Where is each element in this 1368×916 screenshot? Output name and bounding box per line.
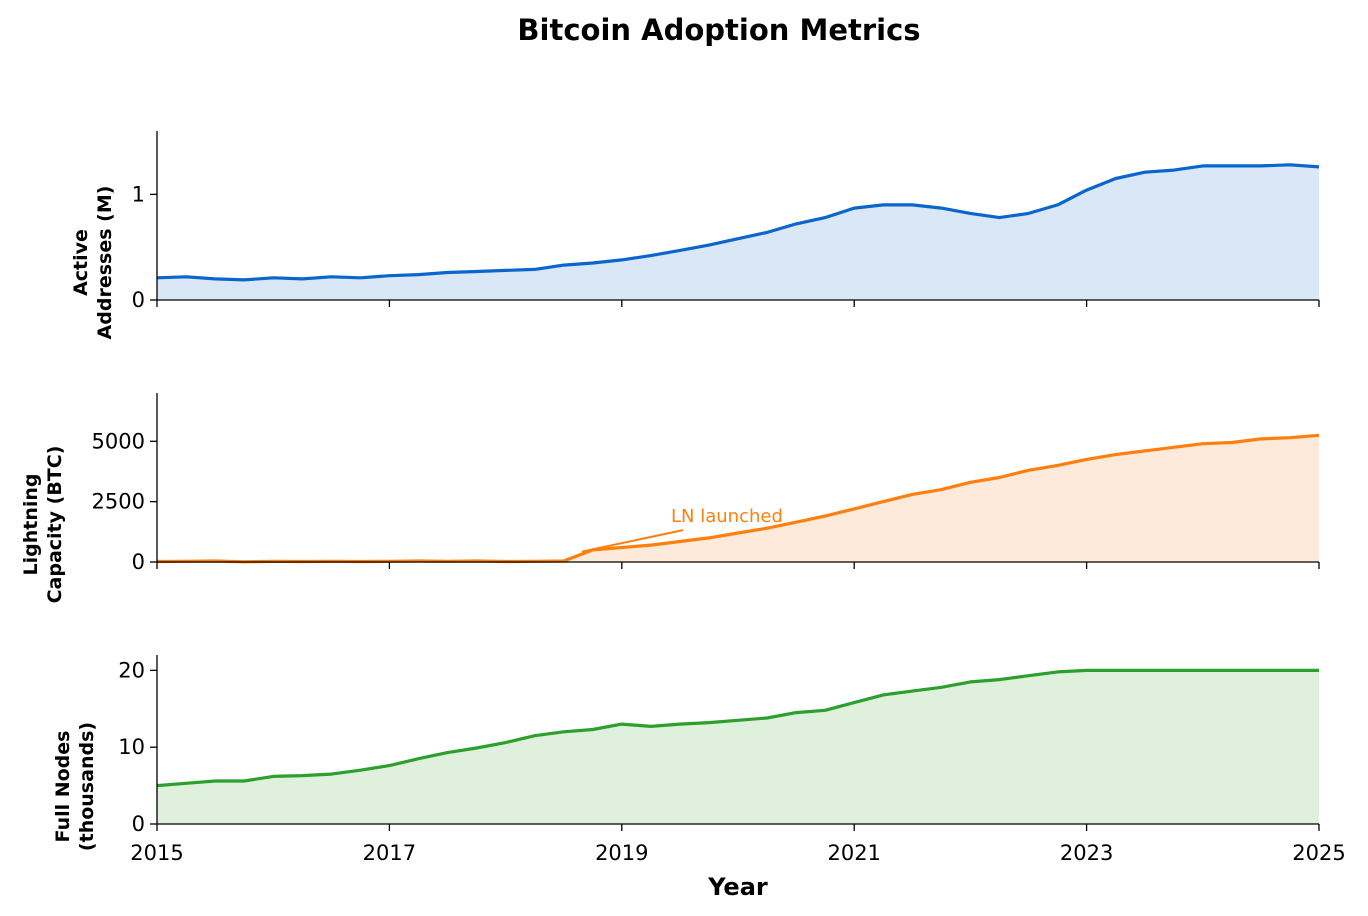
series-line [156,163,1320,282]
y-axis-label-line: Capacity (BTC) [44,446,66,604]
y-tick-label: 20 [118,658,145,682]
y-axis-label-line: Full Nodes [52,731,74,843]
y-axis-label-line: Addresses (M) [94,186,116,340]
y-tick-label: 0 [132,550,145,574]
area-fill [157,670,1319,824]
annotation-arrow [581,529,684,553]
panel-1: 0 1 Active Addresses (M) [70,131,1320,340]
x-tick-label: 2023 [1060,841,1113,865]
y-axis-label-line: (thousands) [76,722,98,851]
y-tick-label: 0 [132,812,145,836]
x-tick-label: 2021 [827,841,880,865]
y-tick-label: 10 [118,735,145,759]
x-tick-label: 2019 [595,841,648,865]
area-fill [157,164,1319,300]
x-tick-label: 2017 [363,841,416,865]
panel-3: 0 10 20 2015 2017 2019 2021 2023 2025 Full Nodes(… [52,655,1346,865]
panel-2: 0 2500 5000 Lightning Capacity (BTC) LN launc… [20,393,1320,604]
area-fill [157,435,1319,562]
y-tick-label: 0 [132,288,145,312]
y-axis-label-line: Active [70,229,92,296]
y-axis-label: Active Addresses (M) [70,186,116,340]
y-tick-label: 2500 [92,490,145,514]
y-axis-label-line: Lightning [20,474,42,576]
y-tick-label: 1 [132,182,145,206]
y-axis-label: Lightning Capacity (BTC) [20,446,66,604]
y-tick-label: 5000 [92,429,145,453]
y-axis-label: Full Nodes (thousands) [52,722,98,851]
x-axis-label: Year [707,873,768,901]
panels: 0 1 Active Addresses (M) 0 2500 5000 Lightning C… [20,131,1346,865]
x-tick-label: 2015 [130,841,183,865]
annotation-text: LN launched [671,506,783,527]
x-tick-label: 2025 [1292,841,1345,865]
chart-title: Bitcoin Adoption Metrics [517,13,920,47]
